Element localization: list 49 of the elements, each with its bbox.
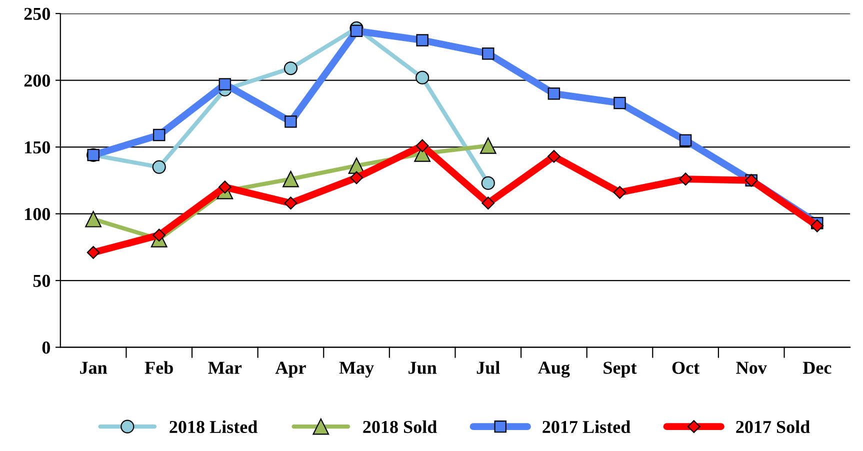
point — [218, 78, 232, 90]
point — [416, 70, 430, 84]
point — [481, 176, 495, 190]
x-tick-label: Feb — [144, 361, 173, 374]
point — [284, 196, 298, 210]
x-tick-label: Nov — [736, 362, 767, 374]
x-tick-label: Jul — [476, 361, 500, 374]
y-tick-label: 200 — [24, 74, 50, 87]
y-tick-label: 50 — [33, 274, 50, 287]
x-tick-label: Jun — [408, 362, 437, 374]
point — [482, 47, 494, 60]
point — [679, 134, 692, 146]
point — [153, 128, 166, 142]
x-tick-label: Oct — [672, 362, 700, 374]
point — [350, 171, 363, 184]
y-tick-label: 150 — [25, 141, 50, 154]
point — [218, 180, 232, 194]
x-tick-label: Aug — [538, 362, 570, 378]
point — [350, 24, 363, 37]
point — [284, 61, 298, 76]
y-tick-label: 100 — [25, 208, 50, 220]
point — [86, 246, 100, 259]
legend-label: 2018 Sold — [363, 420, 437, 434]
point — [284, 116, 297, 128]
x-tick-label: Apr — [275, 362, 306, 378]
point — [282, 170, 299, 188]
point — [416, 139, 429, 152]
point — [614, 96, 626, 110]
legend-label: 2017 Listed — [542, 420, 630, 434]
legend-label: 2017 Sold — [736, 420, 810, 434]
point — [482, 196, 495, 210]
point — [613, 186, 626, 199]
x-tick-label: Sept — [604, 362, 637, 378]
point — [480, 138, 496, 154]
point — [548, 88, 560, 100]
point — [547, 150, 560, 163]
point — [679, 172, 692, 186]
legend-label: 2018 Listed — [170, 420, 258, 434]
y-tick-label: 250 — [24, 8, 50, 20]
x-tick-label: May — [339, 362, 374, 378]
point — [152, 160, 166, 174]
point — [85, 210, 102, 228]
x-tick-label: Mar — [208, 362, 242, 374]
y-tick-label: 0 — [42, 342, 50, 354]
x-tick-label: Jan — [80, 362, 108, 374]
point — [416, 34, 428, 46]
point — [152, 228, 166, 242]
point — [810, 219, 824, 232]
x-tick-label: Dec — [802, 362, 832, 374]
